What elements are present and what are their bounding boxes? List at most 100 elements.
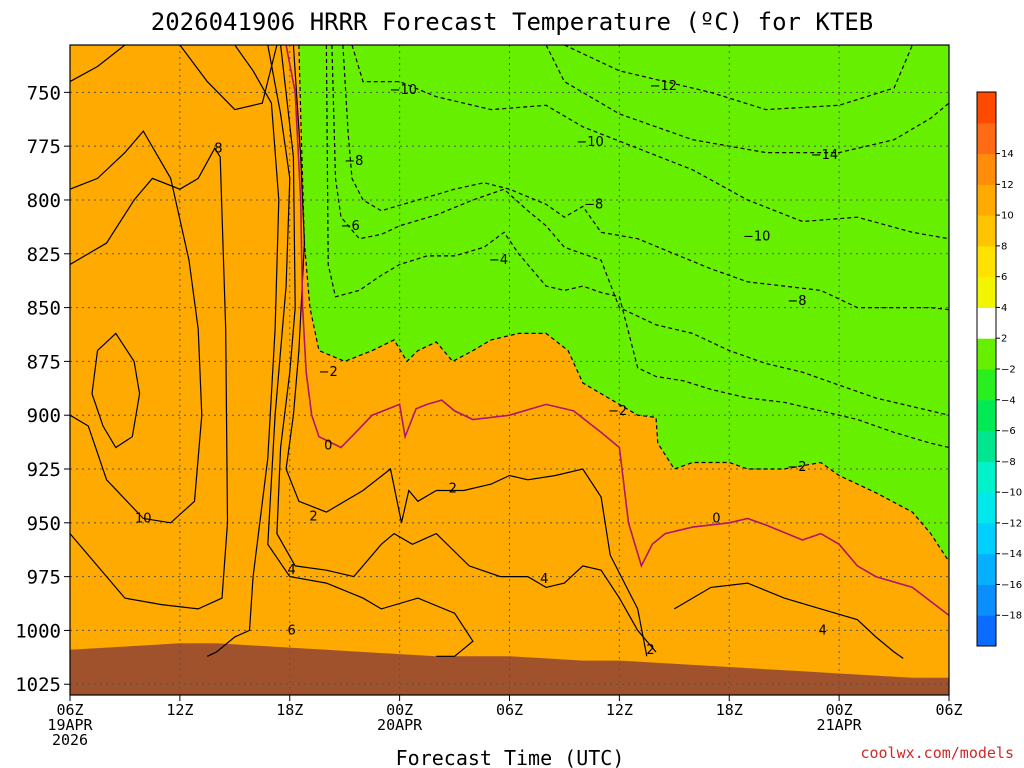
colorbar-swatch — [977, 338, 996, 370]
x-tick-label: 2026 — [52, 731, 88, 749]
y-axis-ticks: 750 775 800 825 850 875 900 925 950 975 1000 1025 — [15, 82, 70, 696]
colorbar-tick-label: −10 — [1001, 488, 1022, 499]
y-tick-label: 750 — [27, 82, 61, 104]
x-tick-label: 21APR — [817, 716, 863, 734]
colorbar-swatch — [977, 184, 996, 216]
colorbar-swatch — [977, 215, 996, 247]
contour-10 — [179, 45, 278, 111]
y-tick-label: 900 — [27, 405, 61, 427]
colorbar-swatch — [977, 461, 996, 493]
contour-label: −10 — [390, 83, 417, 98]
contour-labels: 10 8 6 4 2 0 −2 −4 −6 −8 −10 −12 −10 −8 −10 −8 −14 −2 −2 2 0… — [135, 79, 838, 658]
x-tick-label: 06Z — [496, 701, 523, 719]
contour--8 — [342, 45, 949, 311]
colorbar-swatch — [977, 92, 996, 124]
contour-10 — [70, 45, 126, 83]
contour-label: 8 — [214, 141, 222, 156]
colorbar-swatch — [977, 276, 996, 308]
contour--10 — [351, 45, 949, 240]
colorbar-swatch — [977, 399, 996, 432]
y-tick-label: 825 — [27, 244, 61, 266]
colorbar-swatch — [977, 369, 996, 401]
contour--2 — [298, 45, 949, 562]
contour-4 — [276, 45, 657, 653]
contour-label: −8 — [787, 294, 806, 309]
colorbar-tick-label: −4 — [1001, 395, 1016, 406]
x-tick-label: 00Z — [826, 701, 853, 719]
contour-label: 0 — [324, 438, 332, 453]
contour-label: 4 — [819, 623, 827, 638]
contour-label: −14 — [811, 148, 838, 163]
colorbar-swatch — [977, 122, 996, 155]
colorbar-swatch — [977, 307, 996, 339]
x-tick-label: 12Z — [606, 701, 633, 719]
colorbar-tick-label: −2 — [1001, 365, 1016, 376]
contour-label: −2 — [608, 404, 627, 419]
contour-lines — [70, 45, 949, 659]
band--2 — [298, 45, 949, 562]
contour-label: −4 — [489, 253, 508, 268]
contour-8 — [207, 45, 280, 657]
colorbar-swatch — [977, 245, 996, 278]
contour-label: 0 — [712, 512, 720, 527]
x-tick-label: 20APR — [377, 716, 423, 734]
colorbar-tick-label: 10 — [1001, 211, 1014, 222]
colorbar-tick-label: 14 — [1001, 149, 1014, 160]
contour-0 — [285, 45, 949, 617]
contour-label: −6 — [341, 219, 360, 234]
contour-12 — [70, 130, 203, 524]
contour--14 — [564, 45, 913, 111]
colorbar-swatch — [977, 153, 996, 185]
contour-label: 10 — [135, 512, 152, 527]
colorbar-tick-label: −12 — [1001, 518, 1022, 529]
contour-label: −8 — [584, 197, 603, 212]
contour--6 — [331, 45, 949, 416]
y-tick-label: 875 — [27, 351, 61, 373]
x-tick-label: 06Z — [935, 701, 962, 719]
x-tick-label: 06Z — [56, 701, 83, 719]
contour-10 — [70, 147, 229, 610]
contour-label: 2 — [449, 481, 457, 496]
colorbar-swatch — [977, 492, 996, 524]
x-tick-label: 19APR — [47, 716, 93, 734]
colorbar-tick-label: 4 — [1001, 303, 1007, 314]
contour-2 — [285, 45, 648, 657]
contour-label: 2 — [309, 509, 317, 524]
contour-label: −10 — [576, 135, 603, 150]
colorbar: 14 12 10 8 6 4 2 −2 −4 −6 −8 −10 −12 −14 −16 −18 — [976, 91, 1022, 647]
contour-label: −8 — [344, 154, 363, 169]
contour--4 — [325, 45, 949, 449]
contour-label: 4 — [540, 572, 548, 587]
contour-label: −2 — [787, 460, 806, 475]
colorbar-swatch — [977, 553, 996, 585]
x-tick-label: 00Z — [386, 701, 413, 719]
contour-label: −2 — [319, 365, 338, 380]
y-tick-label: 850 — [27, 298, 61, 320]
colorbar-tick-label: 2 — [1001, 334, 1007, 345]
y-tick-label: 950 — [27, 513, 61, 535]
y-tick-label: 925 — [27, 459, 61, 481]
contour-label: 4 — [287, 563, 295, 578]
y-tick-label: 975 — [27, 567, 61, 589]
contour-4 — [673, 582, 904, 659]
x-tick-label: 18Z — [716, 701, 743, 719]
colorbar-tick-label: −8 — [1001, 457, 1016, 468]
colorbar-tick-label: 12 — [1001, 180, 1014, 191]
colorbar-tick-label: −18 — [1001, 611, 1022, 622]
colorbar-tick-label: −16 — [1001, 580, 1022, 591]
colorbar-tick-label: −14 — [1001, 549, 1022, 560]
colorbar-tick-label: −6 — [1001, 426, 1016, 437]
y-tick-label: 775 — [27, 136, 61, 158]
contour-14 — [91, 332, 141, 449]
contour-label: 6 — [287, 623, 295, 638]
contour--12 — [545, 45, 949, 154]
colorbar-swatch — [977, 430, 996, 462]
credit-link[interactable]: coolwx.com/models — [860, 744, 1014, 762]
x-tick-label: 18Z — [276, 701, 303, 719]
chart-title: 2026041906 HRRR Forecast Temperature (ºC… — [151, 8, 873, 36]
x-tick-label: 12Z — [166, 701, 193, 719]
contour-label: 2 — [646, 643, 654, 658]
colorbar-swatch — [977, 522, 996, 555]
